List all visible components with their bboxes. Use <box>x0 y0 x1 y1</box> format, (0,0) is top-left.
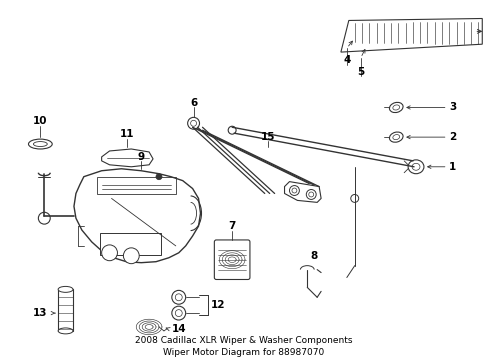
Circle shape <box>156 174 162 180</box>
Circle shape <box>291 188 296 193</box>
Ellipse shape <box>388 132 402 142</box>
Polygon shape <box>284 181 321 202</box>
Text: 13: 13 <box>33 308 47 318</box>
Text: 2008 Cadillac XLR Wiper & Washer Components
Wiper Motor Diagram for 88987070: 2008 Cadillac XLR Wiper & Washer Compone… <box>135 336 352 357</box>
Polygon shape <box>340 18 481 52</box>
Circle shape <box>102 245 117 261</box>
Ellipse shape <box>171 306 185 320</box>
Ellipse shape <box>171 291 185 304</box>
Text: 3: 3 <box>448 103 455 112</box>
Circle shape <box>308 192 313 197</box>
Text: 15: 15 <box>260 132 274 142</box>
Ellipse shape <box>228 126 236 134</box>
FancyBboxPatch shape <box>214 240 249 279</box>
Text: 9: 9 <box>137 152 144 162</box>
Ellipse shape <box>190 120 196 126</box>
Text: 4: 4 <box>343 55 350 65</box>
Text: 12: 12 <box>211 300 225 310</box>
Circle shape <box>38 212 50 224</box>
Ellipse shape <box>407 160 423 174</box>
Ellipse shape <box>392 135 399 140</box>
Circle shape <box>305 189 316 199</box>
Circle shape <box>289 185 299 195</box>
Ellipse shape <box>411 163 419 170</box>
Ellipse shape <box>28 139 52 149</box>
Text: 2: 2 <box>448 132 455 142</box>
Ellipse shape <box>392 105 399 110</box>
Ellipse shape <box>388 102 402 113</box>
Text: 6: 6 <box>189 98 197 108</box>
Ellipse shape <box>33 141 47 147</box>
Bar <box>100 233 161 255</box>
Text: 5: 5 <box>356 67 364 77</box>
Ellipse shape <box>58 328 73 334</box>
Ellipse shape <box>187 117 199 129</box>
Bar <box>58 289 73 331</box>
Polygon shape <box>74 169 200 263</box>
Text: 7: 7 <box>228 221 235 231</box>
Text: 14: 14 <box>171 324 186 334</box>
Text: 11: 11 <box>120 129 134 139</box>
Ellipse shape <box>58 287 73 292</box>
Text: 8: 8 <box>310 251 317 261</box>
Text: 10: 10 <box>33 116 47 126</box>
Polygon shape <box>102 149 153 167</box>
Bar <box>97 177 175 194</box>
Circle shape <box>123 248 139 264</box>
Circle shape <box>350 194 358 202</box>
Ellipse shape <box>175 294 182 301</box>
Text: 1: 1 <box>448 162 455 172</box>
Ellipse shape <box>175 310 182 316</box>
